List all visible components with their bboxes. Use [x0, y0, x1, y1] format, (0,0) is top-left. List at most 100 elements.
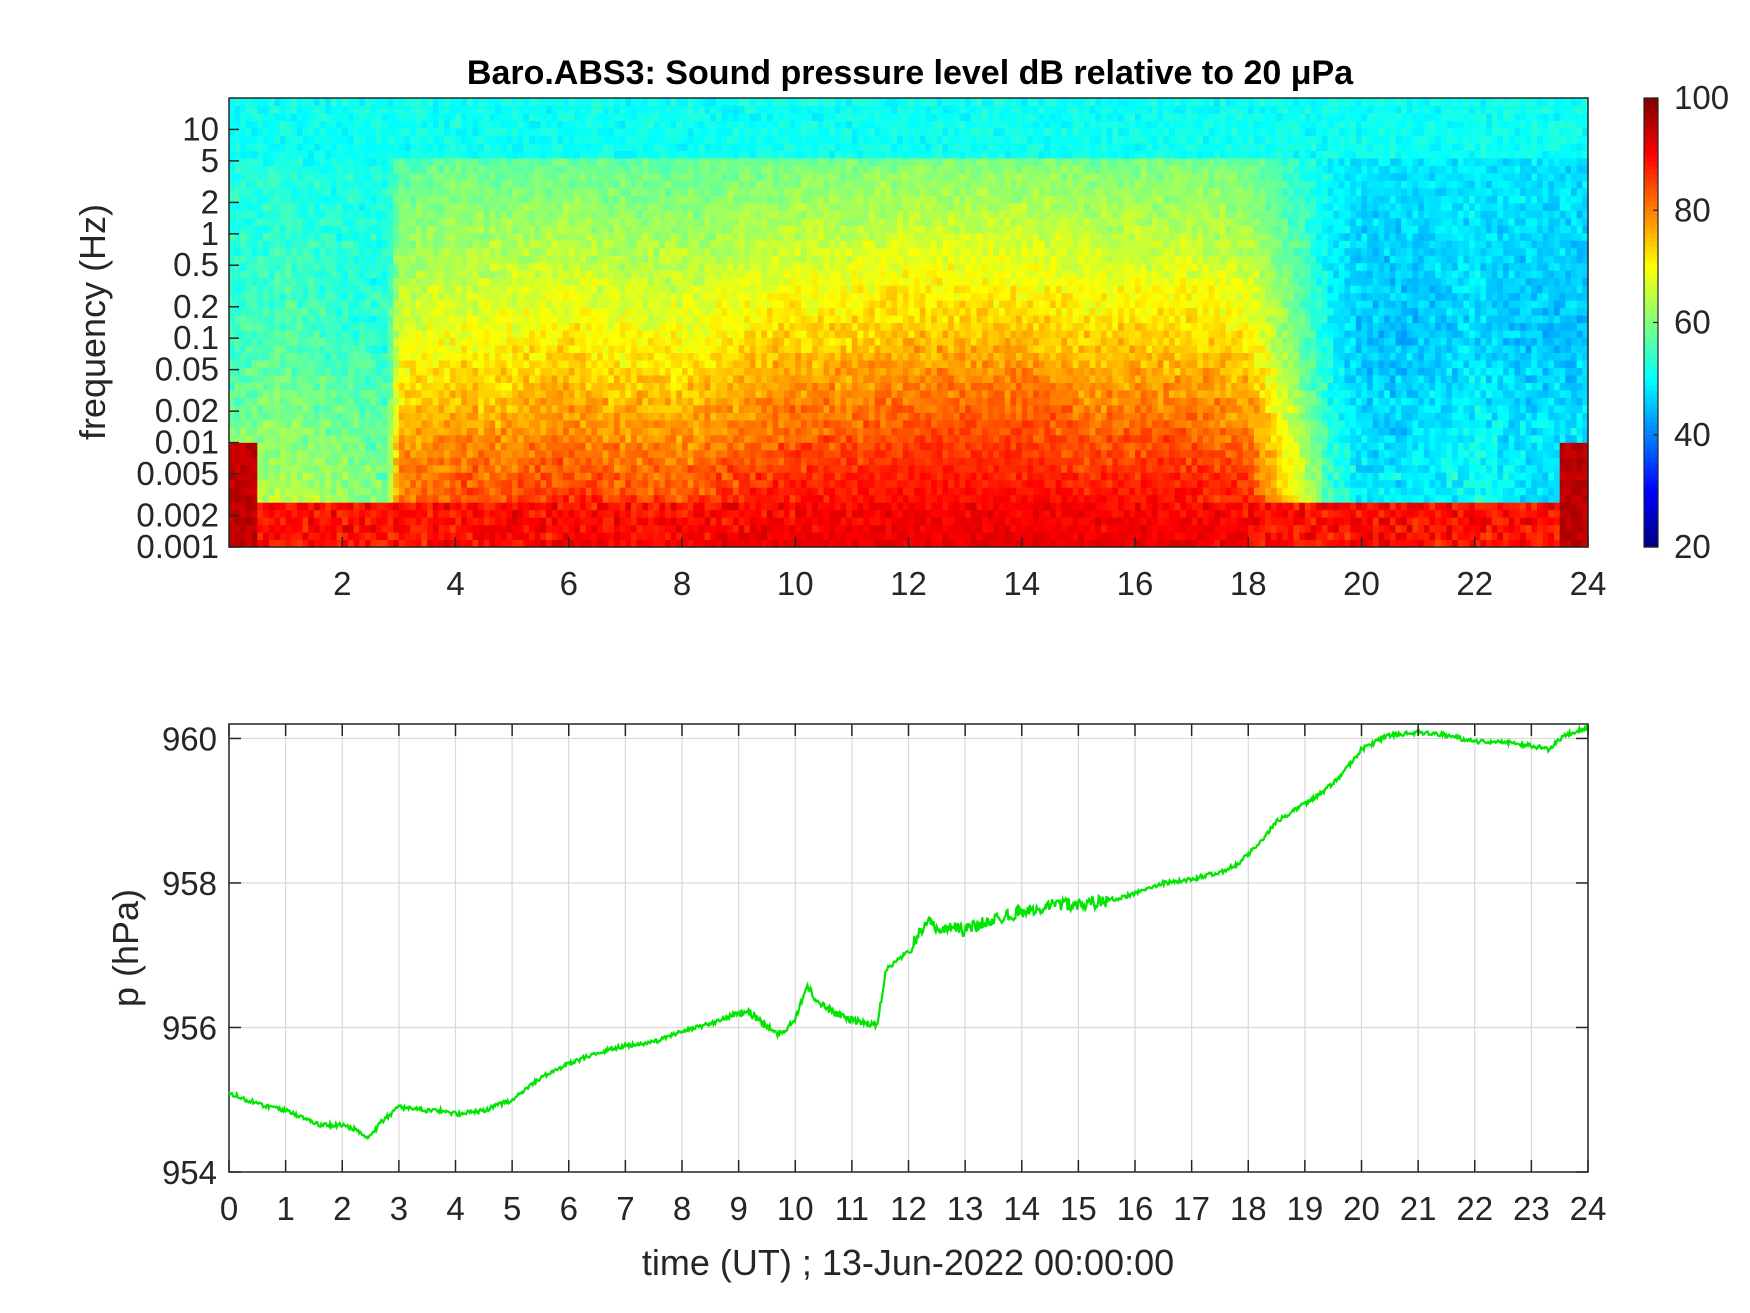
- heatmap-cell: [245, 142, 253, 151]
- heatmap-cell: [614, 329, 621, 339]
- heatmap-cell: [359, 98, 366, 107]
- heatmap-cell: [398, 262, 406, 271]
- heatmap-cell: [364, 389, 372, 398]
- heatmap-cell: [370, 247, 377, 256]
- heatmap-cell: [342, 329, 349, 339]
- heatmap-cell: [376, 172, 383, 181]
- heatmap-cell: [540, 105, 547, 114]
- heatmap-cell: [291, 419, 298, 428]
- heatmap-cell: [455, 344, 462, 354]
- heatmap-cell: [517, 472, 525, 481]
- heatmap-cell: [444, 517, 451, 526]
- heatmap-cell: [274, 217, 281, 226]
- heatmap-cell: [421, 180, 428, 189]
- heatmap-cell: [364, 98, 372, 107]
- heatmap-cell: [364, 337, 372, 346]
- heatmap-cell: [546, 270, 553, 279]
- heatmap-cell: [308, 389, 315, 398]
- heatmap-cell: [353, 367, 360, 376]
- heatmap-cell: [245, 232, 253, 241]
- heatmap-cell: [687, 517, 694, 526]
- heatmap-cell: [602, 374, 609, 383]
- heatmap-cell: [659, 285, 666, 294]
- heatmap-cell: [410, 285, 417, 294]
- heatmap-cell: [251, 539, 258, 548]
- heatmap-cell: [438, 419, 445, 428]
- heatmap-cell: [393, 389, 400, 398]
- heatmap-cell: [534, 225, 542, 234]
- heatmap-cell: [636, 150, 643, 159]
- heatmap-cell: [313, 112, 321, 122]
- heatmap-cell: [251, 217, 258, 226]
- heatmap-cell: [427, 120, 434, 129]
- heatmap-cell: [336, 157, 343, 166]
- heatmap-cell: [376, 464, 383, 473]
- heatmap-cell: [506, 389, 513, 398]
- heatmap-cell: [438, 494, 445, 503]
- heatmap-cell: [342, 187, 349, 196]
- heatmap-cell: [353, 539, 360, 548]
- heatmap-cell: [642, 427, 649, 436]
- heatmap-cell: [517, 277, 525, 286]
- heatmap-cell: [625, 487, 632, 496]
- heatmap-cell: [551, 382, 559, 391]
- heatmap-cell: [500, 389, 508, 398]
- heatmap-cell: [585, 412, 592, 421]
- heatmap-cell: [597, 419, 604, 428]
- heatmap-cell: [370, 382, 377, 391]
- heatmap-cell: [568, 255, 576, 264]
- heatmap-cell: [557, 127, 564, 137]
- heatmap-cell: [506, 127, 513, 137]
- heatmap-cell: [546, 225, 553, 234]
- heatmap-cell: [336, 277, 343, 286]
- heatmap-cell: [648, 532, 655, 541]
- heatmap-cell: [500, 277, 508, 286]
- heatmap-cell: [534, 494, 542, 503]
- heatmap-cell: [234, 479, 241, 488]
- heatmap-cell: [659, 195, 666, 204]
- heatmap-cell: [546, 434, 553, 443]
- heatmap-cell: [478, 524, 485, 533]
- heatmap-cell: [512, 112, 519, 122]
- heatmap-cell: [325, 202, 332, 211]
- heatmap-cell: [512, 262, 519, 271]
- heatmap-cell: [319, 98, 326, 107]
- heatmap-cell: [279, 127, 287, 137]
- heatmap-cell: [512, 487, 519, 496]
- heatmap-cell: [285, 404, 292, 413]
- heatmap-cell: [557, 300, 564, 309]
- heatmap-cell: [381, 105, 389, 114]
- heatmap-cell: [483, 98, 491, 107]
- heatmap-cell: [393, 479, 400, 488]
- heatmap-cell: [251, 315, 258, 324]
- heatmap-cell: [342, 98, 349, 107]
- heatmap-cell: [381, 502, 389, 511]
- heatmap-cell: [500, 509, 508, 518]
- heatmap-cell: [410, 172, 417, 181]
- heatmap-cell: [642, 352, 649, 361]
- heatmap-cell: [285, 150, 292, 159]
- heatmap-cell: [568, 457, 576, 466]
- heatmap-cell: [568, 285, 576, 294]
- heatmap-cell: [268, 389, 275, 398]
- heatmap-cell: [302, 367, 309, 376]
- heatmap-cell: [330, 457, 338, 466]
- heatmap-cell: [631, 472, 638, 481]
- heatmap-cell: [665, 359, 672, 368]
- heatmap-cell: [296, 217, 304, 226]
- heatmap-cell: [698, 449, 706, 458]
- heatmap-cell: [466, 307, 474, 316]
- heatmap-cell: [540, 457, 547, 466]
- heatmap-cell: [568, 374, 576, 383]
- heatmap-cell: [517, 494, 525, 503]
- heatmap-cell: [682, 127, 689, 137]
- heatmap-cell: [506, 502, 513, 511]
- heatmap-cell: [229, 157, 236, 166]
- heatmap-cell: [619, 300, 626, 309]
- heatmap-cell: [279, 315, 287, 324]
- heatmap-cell: [449, 322, 457, 331]
- heatmap-cell: [472, 307, 479, 316]
- heatmap-cell: [381, 322, 389, 331]
- heatmap-cell: [687, 172, 694, 181]
- heatmap-cell: [245, 382, 253, 391]
